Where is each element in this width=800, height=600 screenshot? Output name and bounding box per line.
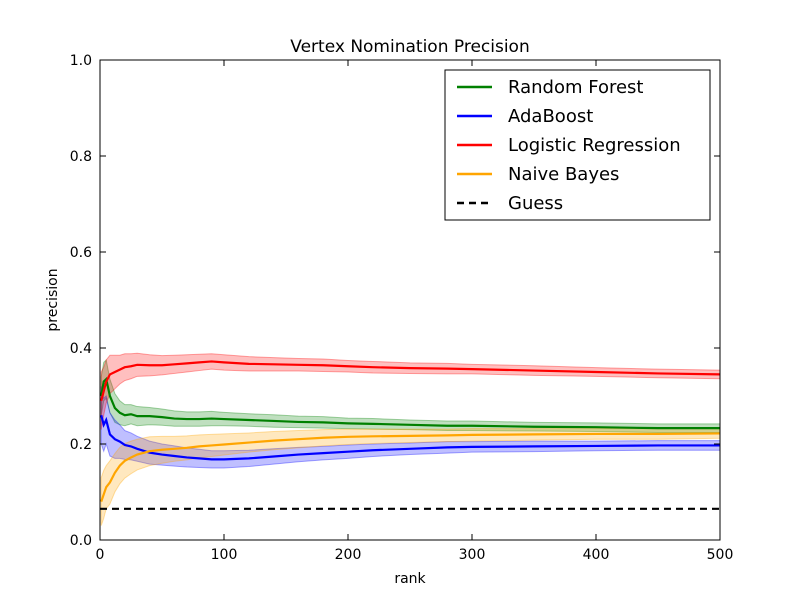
naive-bayes-line xyxy=(100,432,721,502)
x-tick-label: 200 xyxy=(335,547,362,563)
x-tick-label: 100 xyxy=(211,547,238,563)
naive-bayes-legend-label: Naive Bayes xyxy=(508,164,619,185)
guess-legend-label: Guess xyxy=(508,193,563,214)
x-axis-label: rank xyxy=(394,571,426,587)
y-tick-label: 0.0 xyxy=(70,533,92,549)
legend: Random Forest AdaBoost Logistic Regression… xyxy=(444,69,711,221)
y-tick-label: 0.4 xyxy=(70,341,92,357)
y-tick-label: 0.2 xyxy=(70,437,92,453)
x-tick-label: 300 xyxy=(459,547,486,563)
series-lines xyxy=(100,360,721,510)
random-forest-legend-label: Random Forest xyxy=(508,77,643,98)
random-forest-line xyxy=(100,377,720,430)
x-tick-label: 0 xyxy=(96,547,105,563)
plot-frame xyxy=(99,59,721,541)
chart-title: Vertex Nomination Precision xyxy=(290,37,529,57)
y-axis-label: precision xyxy=(45,268,61,331)
adaboost-line xyxy=(100,414,720,461)
x-tick-label: 400 xyxy=(583,547,610,563)
adaboost-legend-label: AdaBoost xyxy=(508,106,593,127)
x-tick-label: 500 xyxy=(707,547,734,563)
y-tick-label: 0.8 xyxy=(70,149,92,165)
y-tick-label: 0.6 xyxy=(70,245,92,261)
x-axis: 0 100 200 300 400 500 xyxy=(96,60,734,563)
y-axis: 0.0 0.2 0.4 0.6 0.8 1.0 xyxy=(70,53,720,549)
logistic-regression-line xyxy=(100,360,721,402)
logistic-regression-legend-label: Logistic Regression xyxy=(508,135,681,156)
y-tick-label: 1.0 xyxy=(70,53,92,69)
